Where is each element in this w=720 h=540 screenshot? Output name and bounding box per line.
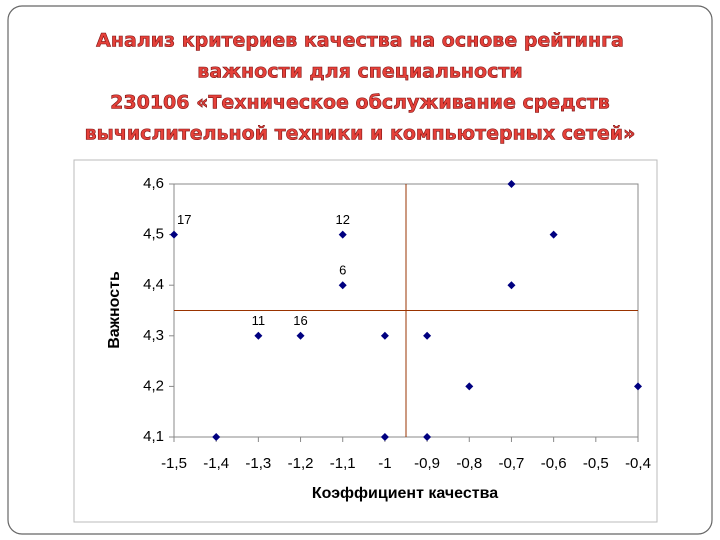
point [549, 230, 558, 239]
y-tick-label: 4,1 [143, 428, 164, 445]
x-tick-label: -0,8 [456, 455, 482, 472]
y-tick-label: 4,6 [143, 175, 164, 192]
point [380, 331, 389, 340]
chart-frame [73, 159, 658, 523]
x-tick-label: -0,4 [625, 455, 651, 472]
point [634, 382, 642, 391]
point-label: 6 [339, 263, 346, 278]
point-label: 12 [335, 212, 349, 227]
point-label: 16 [293, 313, 307, 328]
y-tick-label: 4,3 [143, 327, 164, 344]
point [507, 180, 516, 188]
point [212, 433, 221, 441]
point [423, 433, 432, 441]
x-tick-label: -1,4 [203, 455, 229, 472]
x-tick-label: -1,1 [330, 455, 356, 472]
point [380, 433, 389, 441]
title-line: вычислительной техники и компьютерных се… [85, 123, 636, 145]
point-label: 11 [252, 313, 266, 328]
title-line: Анализ критериев качества на основе рейт… [96, 30, 624, 52]
x-tick-label: -0,7 [499, 455, 525, 472]
x-tick-label: -0,9 [414, 455, 440, 472]
x-tick-label: -0,6 [541, 455, 567, 472]
x-axis-title: Коэффициент качества [312, 485, 498, 502]
y-tick-label: 4,2 [143, 377, 164, 394]
title-line: важности для специальности [197, 61, 522, 83]
point [507, 281, 516, 290]
y-tick-label: 4,4 [143, 276, 164, 293]
point [254, 331, 263, 340]
point [465, 382, 474, 391]
point [423, 331, 432, 340]
x-tick-label: -0,5 [583, 455, 609, 472]
x-tick-label: -1 [378, 455, 391, 472]
point-label: 17 [177, 212, 191, 227]
y-tick-label: 4,5 [143, 226, 164, 243]
y-axis-title: Важность [106, 271, 123, 349]
x-tick-label: -1,3 [245, 455, 271, 472]
x-tick-label: -1,5 [161, 455, 187, 472]
point [296, 331, 305, 340]
x-tick-label: -1,2 [288, 455, 314, 472]
point [338, 281, 347, 290]
point [170, 230, 178, 239]
point [338, 230, 347, 239]
title-line: 230106 «Техническое обслуживание средств [110, 92, 610, 114]
